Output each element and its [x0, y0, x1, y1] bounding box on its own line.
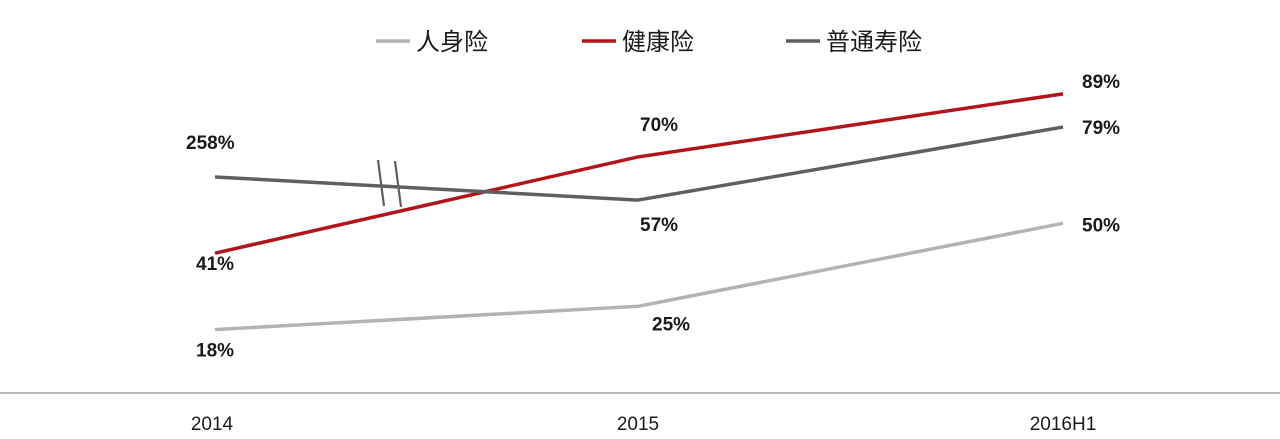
life-insurance-line: [214, 221, 1064, 332]
health-insurance-line: [214, 92, 1064, 255]
x-tick-label: 2015: [617, 414, 659, 435]
legend: 人身险 健康险 普通寿险: [376, 28, 922, 56]
ordinary-life-insurance-line: [214, 125, 1064, 202]
health-insurance-data-label: 70%: [640, 115, 678, 136]
life-insurance-data-label: 18%: [196, 341, 234, 362]
x-tick-label: 2016H1: [1030, 414, 1097, 435]
legend-label-health-insurance: 健康险: [622, 28, 694, 56]
ordinary-life-insurance-data-label: 57%: [640, 215, 678, 236]
legend-label-ordinary-life-insurance: 普通寿险: [826, 28, 922, 56]
axis-break-mark: [393, 160, 403, 208]
axis-break-mark: [376, 159, 386, 207]
ordinary-life-insurance-data-label: 79%: [1082, 118, 1120, 139]
life-insurance-data-label: 50%: [1082, 215, 1120, 236]
x-axis-ticks: 2014 2015 2016H1: [191, 414, 1096, 435]
x-tick-label: 2014: [191, 414, 234, 435]
health-insurance-data-label: 41%: [196, 254, 234, 275]
legend-label-life-insurance: 人身险: [416, 28, 488, 56]
ordinary-life-insurance-data-label: 258%: [186, 133, 235, 154]
health-insurance-data-label: 89%: [1082, 72, 1120, 93]
data-label-layer: 18% 25% 50% 41% 70% 89% 258% 57% 79%: [186, 72, 1120, 362]
life-insurance-data-label: 25%: [652, 314, 690, 335]
series-layer: [214, 92, 1064, 332]
